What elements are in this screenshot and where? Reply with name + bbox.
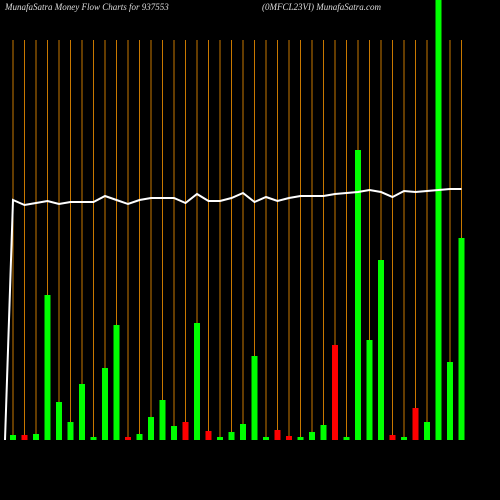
bar [412,408,419,440]
bar [424,422,430,440]
money-flow-line [4,188,462,441]
bar [274,430,281,440]
bar [102,368,108,440]
bar [366,340,373,440]
bar [136,434,143,440]
bar [447,362,453,440]
chart-title: MunafaSatra Money Flow Charts for 937553 [4,2,169,12]
bar [320,425,327,440]
bar [228,432,235,440]
bar [90,437,97,440]
bar [67,422,74,440]
bar [217,437,223,440]
bar [263,437,269,440]
bar [10,435,16,440]
chart-subtitle: (0MFCL23VI) MunafaSatra.com [262,2,381,12]
bar [251,356,258,440]
bar [355,150,361,440]
bar [309,432,315,440]
bar [79,384,85,440]
bar [194,323,200,440]
bar [205,431,212,440]
bar [378,260,384,440]
bar [125,437,131,440]
bar [401,437,407,440]
bar [159,400,166,440]
bar [148,417,154,440]
bar [182,422,189,440]
bar [21,435,28,440]
bar [343,437,350,440]
bar [33,434,39,440]
bar [286,436,292,440]
bar [389,435,396,440]
bar [113,325,120,440]
bar [240,424,246,440]
bar [171,426,177,440]
bar [44,295,51,440]
bar [435,0,442,440]
bar [458,238,465,440]
bar [332,345,338,440]
bar [56,402,62,440]
bar [297,437,304,440]
